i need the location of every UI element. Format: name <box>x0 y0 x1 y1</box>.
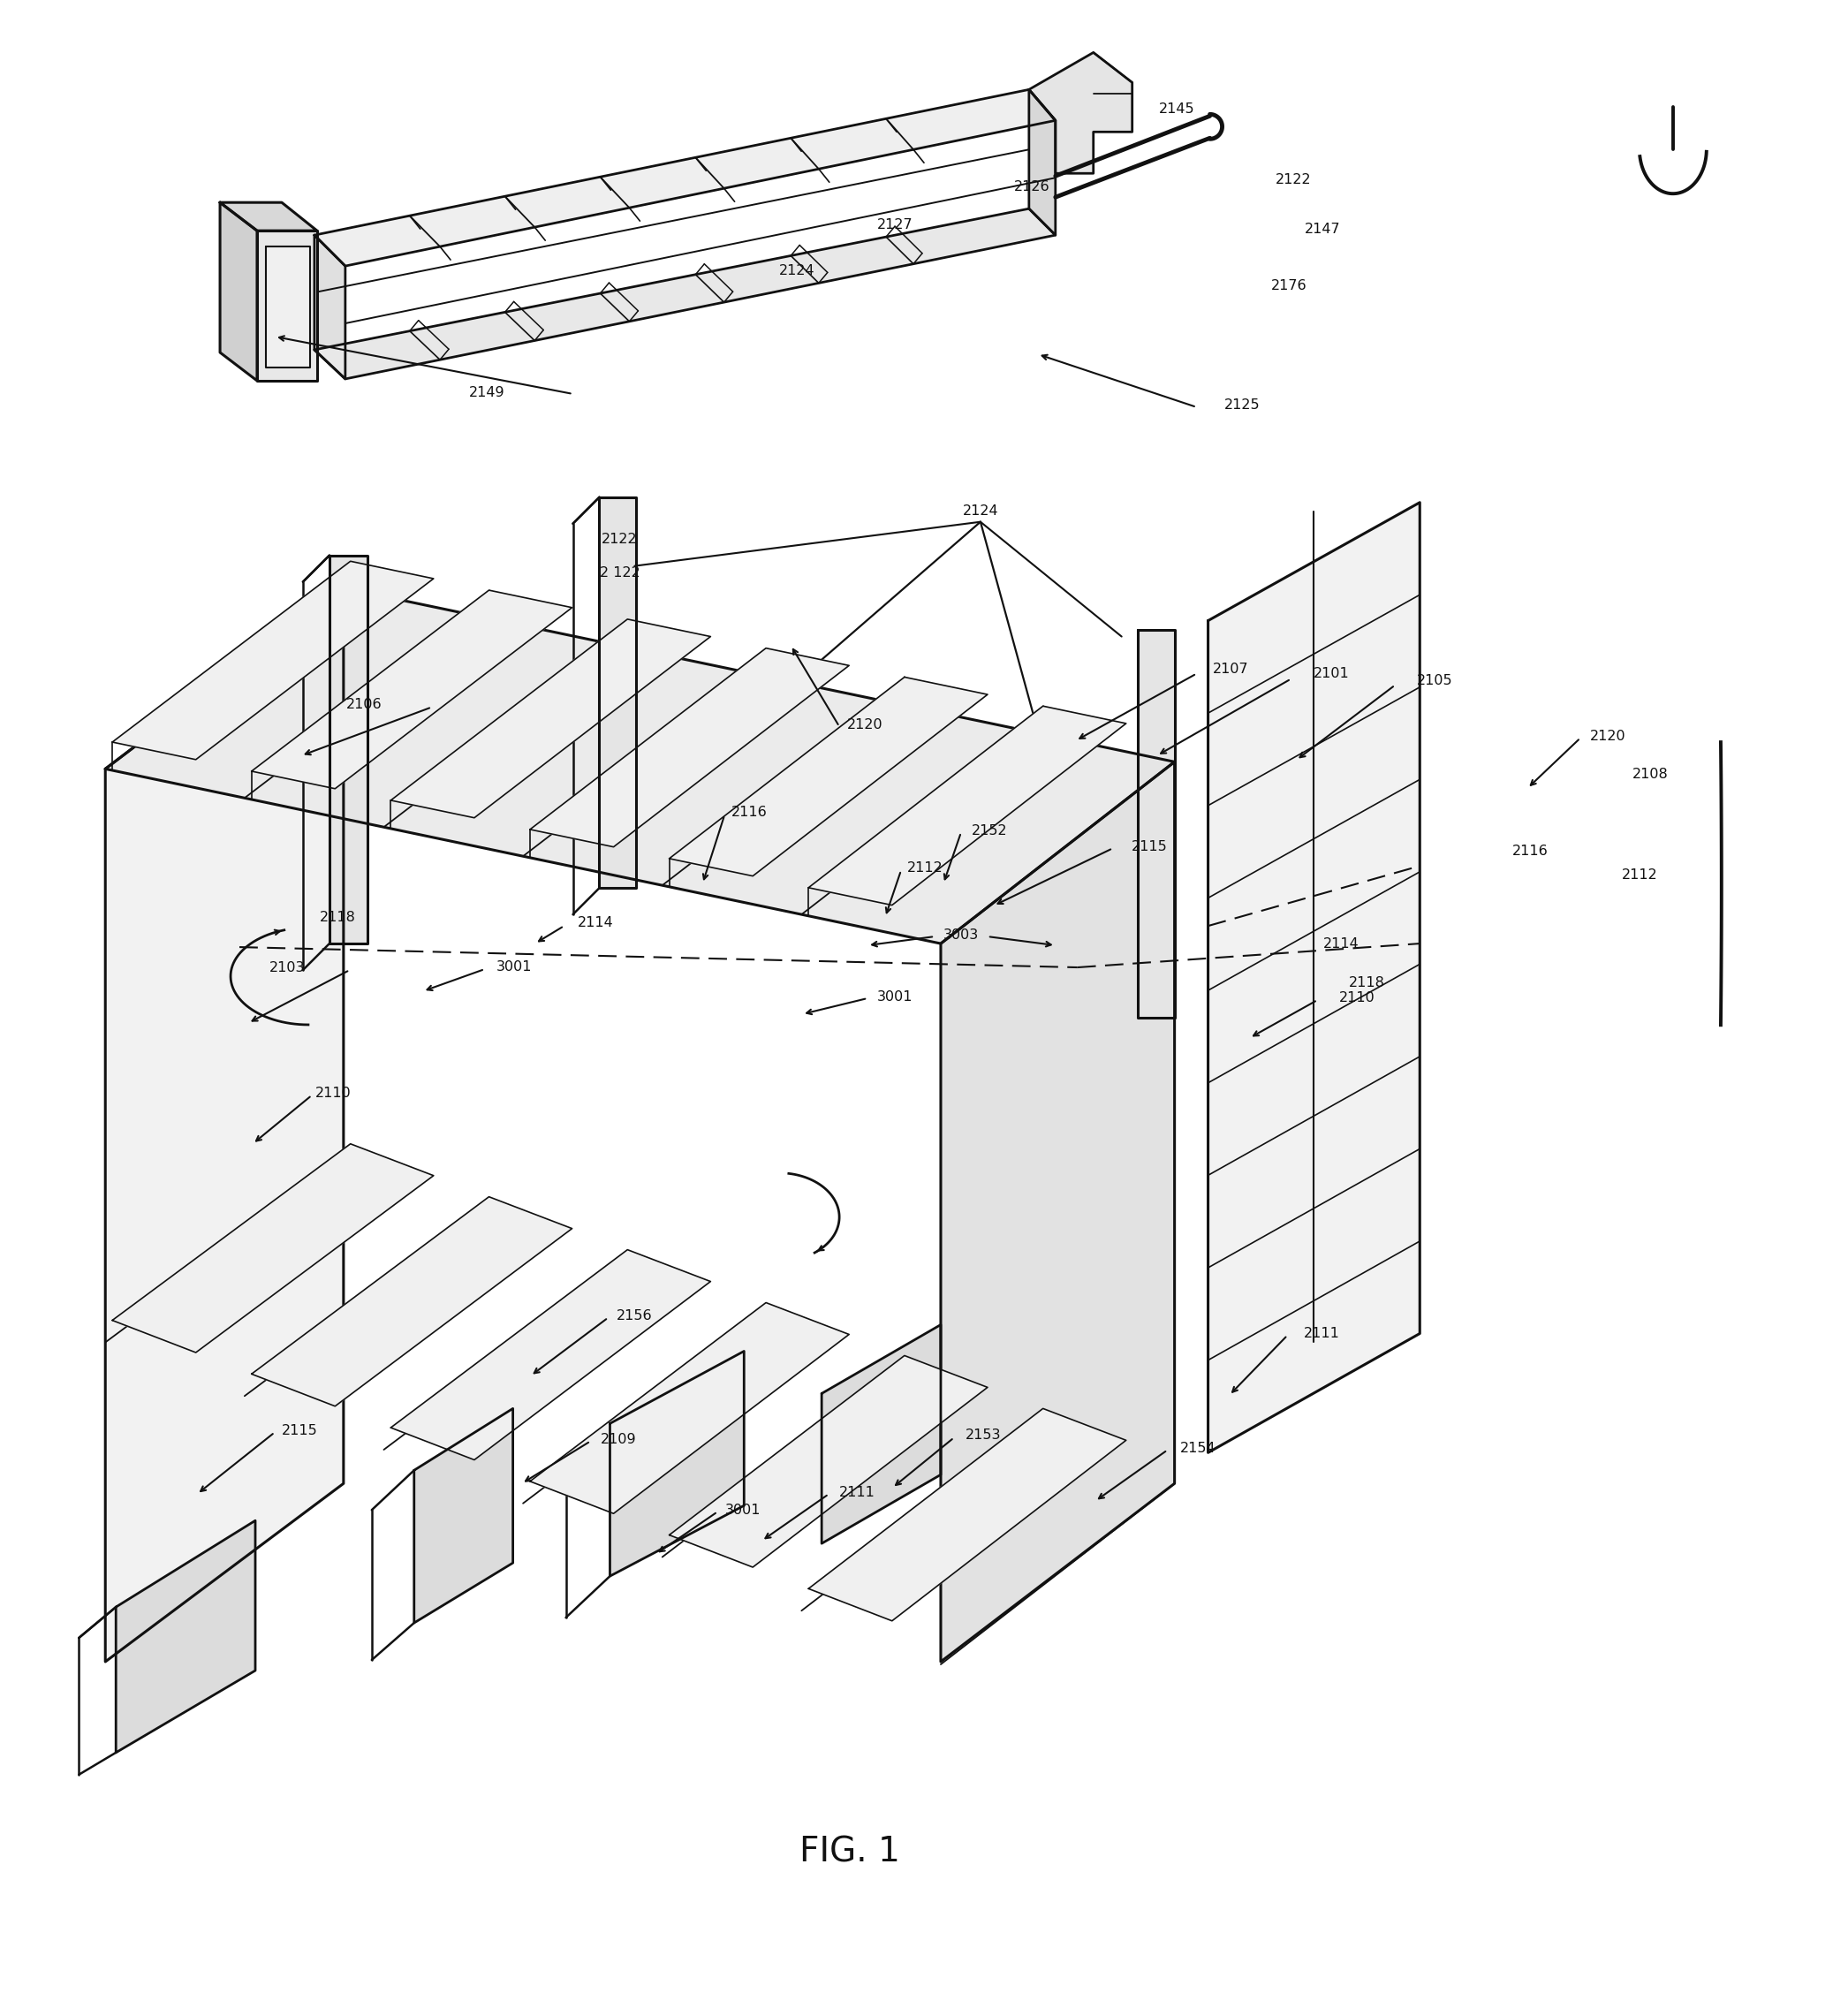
Polygon shape <box>1029 52 1133 173</box>
Text: 3001: 3001 <box>495 961 532 973</box>
Polygon shape <box>1138 630 1175 1018</box>
Text: 2149: 2149 <box>469 387 505 401</box>
Text: 2107: 2107 <box>1212 662 1249 676</box>
Text: 2105: 2105 <box>1417 674 1453 688</box>
Polygon shape <box>220 203 257 381</box>
Text: 2153: 2153 <box>965 1429 1002 1441</box>
Text: 2110: 2110 <box>314 1086 351 1100</box>
Polygon shape <box>314 235 346 379</box>
Polygon shape <box>314 90 1055 265</box>
Text: 2109: 2109 <box>601 1433 638 1447</box>
Polygon shape <box>390 620 710 817</box>
Text: 2111: 2111 <box>839 1485 874 1499</box>
Polygon shape <box>599 496 636 889</box>
Text: 2115: 2115 <box>281 1423 318 1437</box>
Polygon shape <box>113 1144 434 1353</box>
Polygon shape <box>1029 90 1055 235</box>
Polygon shape <box>220 203 318 231</box>
Text: 2120: 2120 <box>846 717 883 731</box>
Polygon shape <box>669 1355 987 1566</box>
Text: 3003: 3003 <box>942 929 979 941</box>
Text: 2106: 2106 <box>346 698 383 712</box>
Polygon shape <box>266 247 310 367</box>
Text: 2103: 2103 <box>270 961 305 975</box>
Polygon shape <box>113 562 434 759</box>
Text: 2111: 2111 <box>1305 1327 1340 1339</box>
Text: 2145: 2145 <box>1159 102 1196 116</box>
Text: 2116: 2116 <box>1512 845 1549 857</box>
Polygon shape <box>1209 502 1419 1453</box>
Text: 2116: 2116 <box>732 805 767 819</box>
Text: 2127: 2127 <box>878 217 913 231</box>
Polygon shape <box>808 1409 1125 1620</box>
Text: 2124: 2124 <box>963 504 998 518</box>
Polygon shape <box>530 648 848 847</box>
Text: 2114: 2114 <box>1323 937 1360 951</box>
Text: 2176: 2176 <box>1271 279 1307 293</box>
Polygon shape <box>329 556 368 943</box>
Text: 2120: 2120 <box>1589 729 1626 743</box>
Polygon shape <box>116 1521 255 1752</box>
Polygon shape <box>414 1409 514 1622</box>
Text: 2108: 2108 <box>1632 767 1669 781</box>
Text: FIG. 1: FIG. 1 <box>800 1836 900 1869</box>
Text: 2154: 2154 <box>1181 1441 1216 1455</box>
Polygon shape <box>314 209 1055 379</box>
Text: 2147: 2147 <box>1305 223 1340 235</box>
Text: 2125: 2125 <box>1225 399 1260 413</box>
Text: 2122: 2122 <box>602 532 638 546</box>
Text: 2112: 2112 <box>1621 869 1658 881</box>
Text: 3001: 3001 <box>878 991 913 1002</box>
Text: 2 122: 2 122 <box>599 566 639 580</box>
Polygon shape <box>610 1351 745 1576</box>
Polygon shape <box>105 588 1175 943</box>
Polygon shape <box>941 761 1175 1662</box>
Text: 2118: 2118 <box>1349 977 1384 989</box>
Text: 2126: 2126 <box>1015 179 1050 193</box>
Polygon shape <box>822 1325 941 1543</box>
Polygon shape <box>669 678 987 877</box>
Text: 2122: 2122 <box>1275 173 1312 185</box>
Text: 2112: 2112 <box>907 861 942 875</box>
Text: 2110: 2110 <box>1340 993 1375 1004</box>
Polygon shape <box>808 706 1125 905</box>
Polygon shape <box>105 588 344 1662</box>
Text: 2118: 2118 <box>320 911 355 923</box>
Polygon shape <box>257 231 318 381</box>
Text: 2114: 2114 <box>578 915 614 929</box>
Text: 2156: 2156 <box>617 1309 652 1323</box>
Text: 2124: 2124 <box>780 263 815 277</box>
Text: 2115: 2115 <box>1131 839 1168 853</box>
Polygon shape <box>251 1196 573 1407</box>
Text: 2101: 2101 <box>1314 668 1349 680</box>
Polygon shape <box>530 1303 848 1513</box>
Text: 3001: 3001 <box>724 1503 761 1517</box>
Polygon shape <box>390 1250 710 1459</box>
Text: 2152: 2152 <box>972 823 1007 837</box>
Polygon shape <box>251 590 573 789</box>
